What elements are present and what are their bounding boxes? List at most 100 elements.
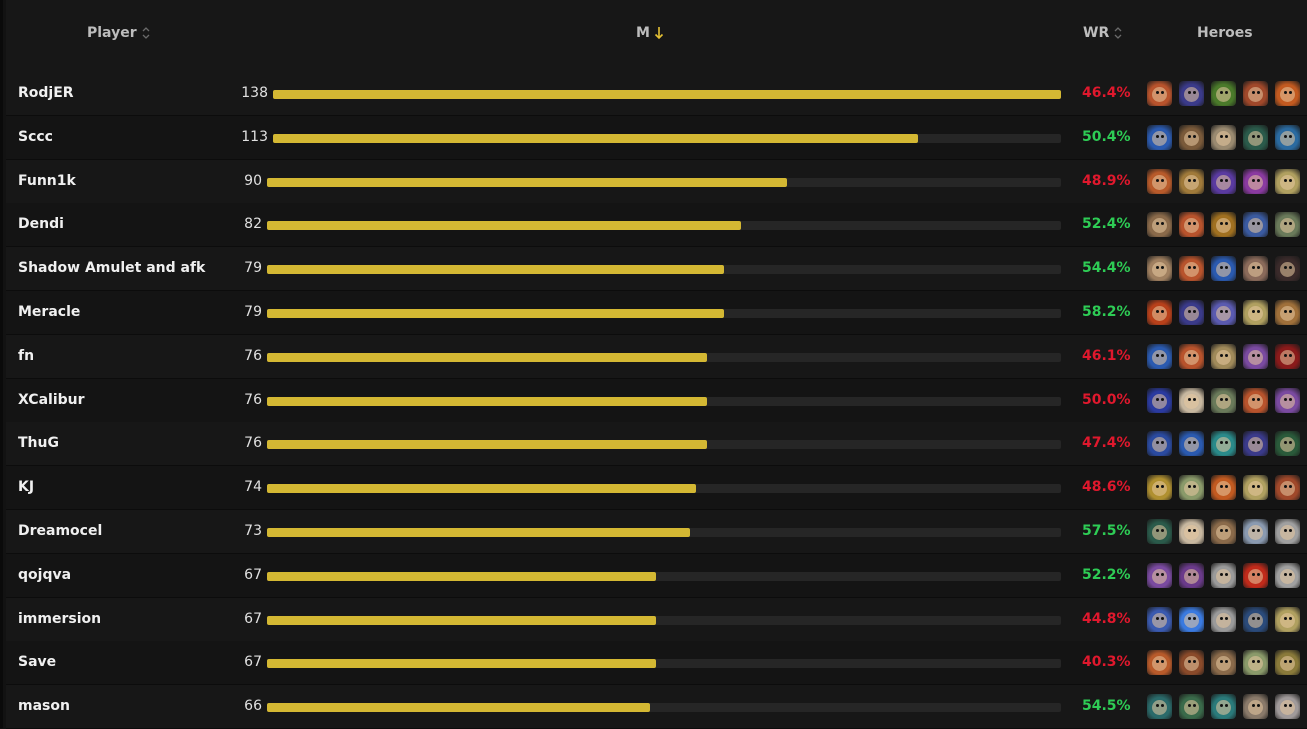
hero-portrait-icon[interactable] [1275, 168, 1300, 194]
player-name[interactable]: KJ [18, 479, 35, 496]
hero-portrait-icon[interactable] [1147, 81, 1172, 106]
hero-portrait-icon[interactable] [1275, 300, 1300, 325]
hero-portrait-icon[interactable] [1211, 694, 1236, 720]
table-row[interactable]: Meracle 79 58.2% [6, 291, 1307, 335]
hero-portrait-icon[interactable] [1147, 606, 1172, 632]
hero-portrait-icon[interactable] [1243, 168, 1268, 194]
hero-portrait-icon[interactable] [1147, 694, 1172, 720]
table-row[interactable]: XCalibur 76 50.0% [6, 378, 1307, 423]
hero-portrait-icon[interactable] [1275, 606, 1300, 632]
hero-portrait-icon[interactable] [1275, 81, 1300, 106]
hero-portrait-icon[interactable] [1147, 650, 1172, 676]
player-name[interactable]: ThuG [18, 435, 59, 452]
table-row[interactable]: Save 67 40.3% [6, 641, 1307, 686]
table-row[interactable]: immersion 67 44.8% [6, 597, 1307, 642]
hero-portrait-icon[interactable] [1179, 519, 1204, 544]
hero-portrait-icon[interactable] [1211, 562, 1236, 588]
hero-portrait-icon[interactable] [1179, 562, 1204, 588]
hero-portrait-icon[interactable] [1275, 519, 1300, 544]
hero-portrait-icon[interactable] [1275, 256, 1300, 282]
hero-portrait-icon[interactable] [1179, 300, 1204, 325]
hero-portrait-icon[interactable] [1275, 343, 1300, 369]
hero-portrait-icon[interactable] [1179, 387, 1204, 413]
table-row[interactable]: RodjER 138 46.4% [6, 72, 1307, 116]
hero-portrait-icon[interactable] [1243, 475, 1268, 501]
player-name[interactable]: mason [18, 698, 70, 715]
player-name[interactable]: Dreamocel [18, 523, 103, 539]
hero-portrait-icon[interactable] [1179, 431, 1204, 457]
hero-portrait-icon[interactable] [1211, 300, 1236, 325]
hero-portrait-icon[interactable] [1147, 168, 1172, 194]
hero-portrait-icon[interactable] [1211, 519, 1236, 544]
hero-portrait-icon[interactable] [1243, 650, 1268, 676]
hero-portrait-icon[interactable] [1179, 256, 1204, 282]
hero-portrait-icon[interactable] [1147, 431, 1172, 457]
table-row[interactable]: ThuG 76 47.4% [6, 422, 1307, 467]
hero-portrait-icon[interactable] [1243, 212, 1268, 238]
hero-portrait-icon[interactable] [1179, 343, 1204, 369]
player-name[interactable]: RodjER [18, 85, 74, 101]
table-row[interactable]: Funn1k 90 48.9% [6, 159, 1307, 204]
hero-portrait-icon[interactable] [1243, 300, 1268, 325]
hero-portrait-icon[interactable] [1147, 124, 1172, 150]
hero-portrait-icon[interactable] [1243, 387, 1268, 413]
hero-portrait-icon[interactable] [1211, 81, 1236, 106]
hero-portrait-icon[interactable] [1211, 343, 1236, 369]
hero-portrait-icon[interactable] [1147, 475, 1172, 501]
hero-portrait-icon[interactable] [1243, 256, 1268, 282]
player-name[interactable]: Funn1k [18, 172, 76, 189]
hero-portrait-icon[interactable] [1147, 562, 1172, 588]
column-header-m[interactable]: M [636, 25, 664, 41]
hero-portrait-icon[interactable] [1275, 124, 1300, 150]
hero-portrait-icon[interactable] [1211, 475, 1236, 501]
hero-portrait-icon[interactable] [1243, 562, 1268, 588]
hero-portrait-icon[interactable] [1211, 168, 1236, 194]
hero-portrait-icon[interactable] [1243, 519, 1268, 544]
column-header-wr[interactable]: WR [1083, 25, 1123, 41]
hero-portrait-icon[interactable] [1211, 124, 1236, 150]
hero-portrait-icon[interactable] [1179, 124, 1204, 150]
table-row[interactable]: mason 66 54.5% [6, 685, 1307, 729]
hero-portrait-icon[interactable] [1179, 475, 1204, 501]
player-name[interactable]: immersion [18, 610, 102, 627]
hero-portrait-icon[interactable] [1243, 606, 1268, 632]
hero-portrait-icon[interactable] [1275, 650, 1300, 676]
hero-portrait-icon[interactable] [1179, 212, 1204, 238]
player-name[interactable]: Dendi [18, 216, 64, 233]
table-row[interactable]: fn 76 46.1% [6, 334, 1307, 379]
hero-portrait-icon[interactable] [1179, 168, 1204, 194]
hero-portrait-icon[interactable] [1147, 387, 1172, 413]
hero-portrait-icon[interactable] [1275, 562, 1300, 588]
player-name[interactable]: Save [18, 654, 57, 671]
player-name[interactable]: Meracle [18, 304, 81, 320]
column-header-player[interactable]: Player [87, 25, 151, 41]
hero-portrait-icon[interactable] [1211, 650, 1236, 676]
hero-portrait-icon[interactable] [1147, 519, 1172, 544]
hero-portrait-icon[interactable] [1179, 694, 1204, 720]
hero-portrait-icon[interactable] [1243, 431, 1268, 457]
hero-portrait-icon[interactable] [1275, 694, 1300, 720]
hero-portrait-icon[interactable] [1211, 387, 1236, 413]
hero-portrait-icon[interactable] [1243, 124, 1268, 150]
hero-portrait-icon[interactable] [1211, 606, 1236, 632]
table-row[interactable]: Shadow Amulet and afk 79 54.4% [6, 247, 1307, 292]
hero-portrait-icon[interactable] [1275, 387, 1300, 413]
hero-portrait-icon[interactable] [1147, 256, 1172, 282]
hero-portrait-icon[interactable] [1179, 81, 1204, 106]
table-row[interactable]: KJ 74 48.6% [6, 466, 1307, 511]
player-name[interactable]: fn [18, 347, 35, 364]
hero-portrait-icon[interactable] [1243, 343, 1268, 369]
hero-portrait-icon[interactable] [1275, 475, 1300, 501]
table-row[interactable]: Dendi 82 52.4% [6, 203, 1307, 248]
hero-portrait-icon[interactable] [1211, 212, 1236, 238]
player-name[interactable]: Sccc [18, 128, 53, 145]
table-row[interactable]: Sccc 113 50.4% [6, 115, 1307, 160]
table-row[interactable]: qojqva 67 52.2% [6, 553, 1307, 598]
hero-portrait-icon[interactable] [1179, 650, 1204, 676]
hero-portrait-icon[interactable] [1147, 212, 1172, 238]
hero-portrait-icon[interactable] [1211, 431, 1236, 457]
hero-portrait-icon[interactable] [1243, 694, 1268, 720]
hero-portrait-icon[interactable] [1147, 343, 1172, 369]
hero-portrait-icon[interactable] [1275, 212, 1300, 238]
hero-portrait-icon[interactable] [1211, 256, 1236, 282]
